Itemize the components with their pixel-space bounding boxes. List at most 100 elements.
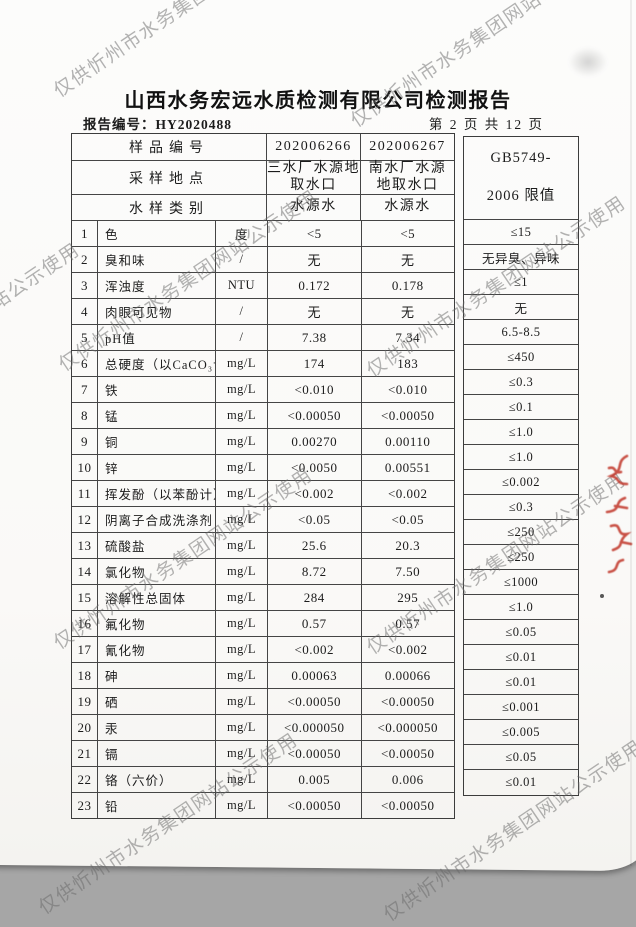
sample1-value: 25.6 — [268, 533, 362, 558]
limit-value: ≤1000 — [464, 570, 578, 595]
row-number: 12 — [72, 507, 98, 532]
param-name: 铬（六价） — [98, 767, 216, 792]
param-unit: mg/L — [216, 455, 268, 480]
sample1-value: 0.00270 — [268, 429, 362, 454]
sample-type-label: 水样类别 — [72, 195, 267, 220]
sample1-value: <0.0050 — [268, 455, 362, 480]
sample1-type: 水源水 — [267, 195, 361, 220]
param-unit: mg/L — [216, 689, 268, 714]
param-unit: mg/L — [216, 481, 268, 506]
limit-value: ≤0.3 — [464, 370, 578, 395]
row-number: 3 — [72, 273, 98, 298]
param-unit: mg/L — [216, 793, 268, 818]
param-row: 2 臭和味 / 无无 — [72, 247, 454, 273]
param-name: 铅 — [98, 793, 216, 818]
sample2-value: 7.50 — [395, 563, 421, 579]
sample1-value: <0.00050 — [268, 793, 362, 818]
sample2-value: <5 — [400, 225, 416, 241]
param-name: 砷 — [98, 663, 216, 688]
ink-speck — [600, 594, 604, 598]
row-number: 1 — [72, 221, 98, 246]
sample1-value: <0.002 — [268, 637, 362, 662]
param-row: 18 砷 mg/L 0.00063 0.00066 — [72, 663, 454, 689]
row-number: 5 — [72, 325, 98, 350]
param-name: 溶解性总固体 — [98, 585, 216, 610]
limit-value: ≤0.01 — [464, 645, 578, 670]
sample2-value: <0.00050 — [380, 693, 435, 709]
limit-value: ≤0.1 — [464, 395, 578, 420]
param-row: 3 浑浊度 NTU 0.172 0.178 — [72, 273, 454, 299]
sample1-value: 7.38 — [268, 325, 362, 350]
sample1-value: 8.72 — [268, 559, 362, 584]
sample-id-label: 样品编号 — [72, 134, 267, 160]
param-name: 挥发酚（以苯酚计） — [98, 481, 216, 506]
limit-value: ≤0.3 — [464, 495, 578, 520]
table-body: 1 色度 <5 <5 2 臭和味 / 无无 3 浑浊度 NTU 0.172 0.178 4 肉眼可见物 / 无无… — [72, 221, 454, 818]
report-title: 山西水务宏远水质检测有限公司检测报告 — [124, 90, 512, 112]
param-unit: mg/L — [216, 611, 268, 636]
row-number: 17 — [72, 637, 98, 662]
param-row: 19 硒 mg/L <0.00050 <0.00050 — [72, 689, 454, 715]
sample2-value: <0.00050 — [380, 797, 435, 813]
limit-value: ≤1 — [464, 270, 578, 295]
param-name: 氯化物 — [98, 559, 216, 584]
sample1-value: <5 — [268, 221, 362, 246]
param-name: 色 — [98, 221, 216, 246]
sample1-value: <0.00050 — [268, 741, 362, 766]
param-unit: mg/L — [216, 377, 268, 402]
limit-value: ≤0.05 — [464, 745, 578, 770]
param-unit: NTU — [216, 273, 268, 298]
sample2-value: 0.57 — [395, 615, 421, 631]
sample2-value: <0.000050 — [377, 719, 439, 735]
param-unit: / — [216, 247, 268, 272]
sample1-value: 174 — [268, 351, 362, 376]
sample2-value: 无 — [400, 305, 415, 320]
param-unit: mg/L — [216, 403, 268, 428]
param-name: pH值 — [98, 325, 216, 350]
param-row: 20 汞 mg/L <0.000050 <0.000050 — [72, 715, 454, 741]
limit-value: ≤1.0 — [464, 595, 578, 620]
row-number: 2 — [72, 247, 98, 272]
param-row: 12 阴离子合成洗涤剂 mg/L <0.05 <0.05 — [72, 507, 454, 533]
param-name: 总硬度（以CaCO₃计） — [98, 351, 216, 376]
limit-value: 无异臭、异味 — [464, 245, 578, 270]
sample2-value: <0.002 — [387, 641, 428, 657]
sample1-value: <0.05 — [268, 507, 362, 532]
row-number: 16 — [72, 611, 98, 636]
limit-value: ≤0.005 — [464, 720, 578, 745]
sample1-value: <0.00050 — [268, 403, 362, 428]
sample2-value: 0.00066 — [384, 667, 431, 683]
sample1-value: 0.005 — [268, 767, 362, 792]
scan-smudge — [562, 42, 614, 82]
sample2-value: 7.34 — [395, 329, 421, 345]
sample2-value: 295 — [397, 589, 419, 605]
sample1-value: 无 — [268, 299, 362, 324]
sample-id-row: 样品编号 202006266 202006267 — [72, 134, 454, 161]
param-unit: mg/L — [216, 429, 268, 454]
row-number: 23 — [72, 793, 98, 818]
param-unit: mg/L — [216, 533, 268, 558]
param-row: 4 肉眼可见物 / 无无 — [72, 299, 454, 325]
sample2-id: 202006267 — [369, 138, 446, 154]
sample2-value: 0.00551 — [384, 459, 431, 475]
limit-value: ≤1.0 — [464, 445, 578, 470]
sample1-value: 0.172 — [268, 273, 362, 298]
param-name: 铁 — [98, 377, 216, 402]
param-row: 15 溶解性总固体 mg/L 284 295 — [72, 585, 454, 611]
param-row: 16 氟化物 mg/L 0.57 0.57 — [72, 611, 454, 637]
limit-column-body: ≤15 无异臭、异味 ≤1 无 6.5-8.5 ≤450 ≤0.3 ≤0.1 ≤1.0 ≤1.0 ≤… — [464, 220, 578, 795]
param-unit: mg/L — [216, 585, 268, 610]
sample1-value: 0.57 — [268, 611, 362, 636]
param-row: 14 氯化物 mg/L 8.72 7.50 — [72, 559, 454, 585]
limit-value: ≤450 — [464, 345, 578, 370]
param-row: 5 pH值/7.38 7.34 — [72, 325, 454, 351]
param-unit: mg/L — [216, 637, 268, 662]
limit-value: ≤15 — [464, 220, 578, 245]
param-row: 10 锌 mg/L <0.0050 0.00551 — [72, 455, 454, 481]
sample2-value: <0.05 — [391, 511, 425, 527]
limit-column: GB5749- 2006 限值 ≤15 无异臭、异味 ≤1 无 6.5-8.5 ≤450 ≤… — [463, 136, 579, 796]
param-unit: mg/L — [216, 351, 268, 376]
row-number: 9 — [72, 429, 98, 454]
row-number: 11 — [72, 481, 98, 506]
